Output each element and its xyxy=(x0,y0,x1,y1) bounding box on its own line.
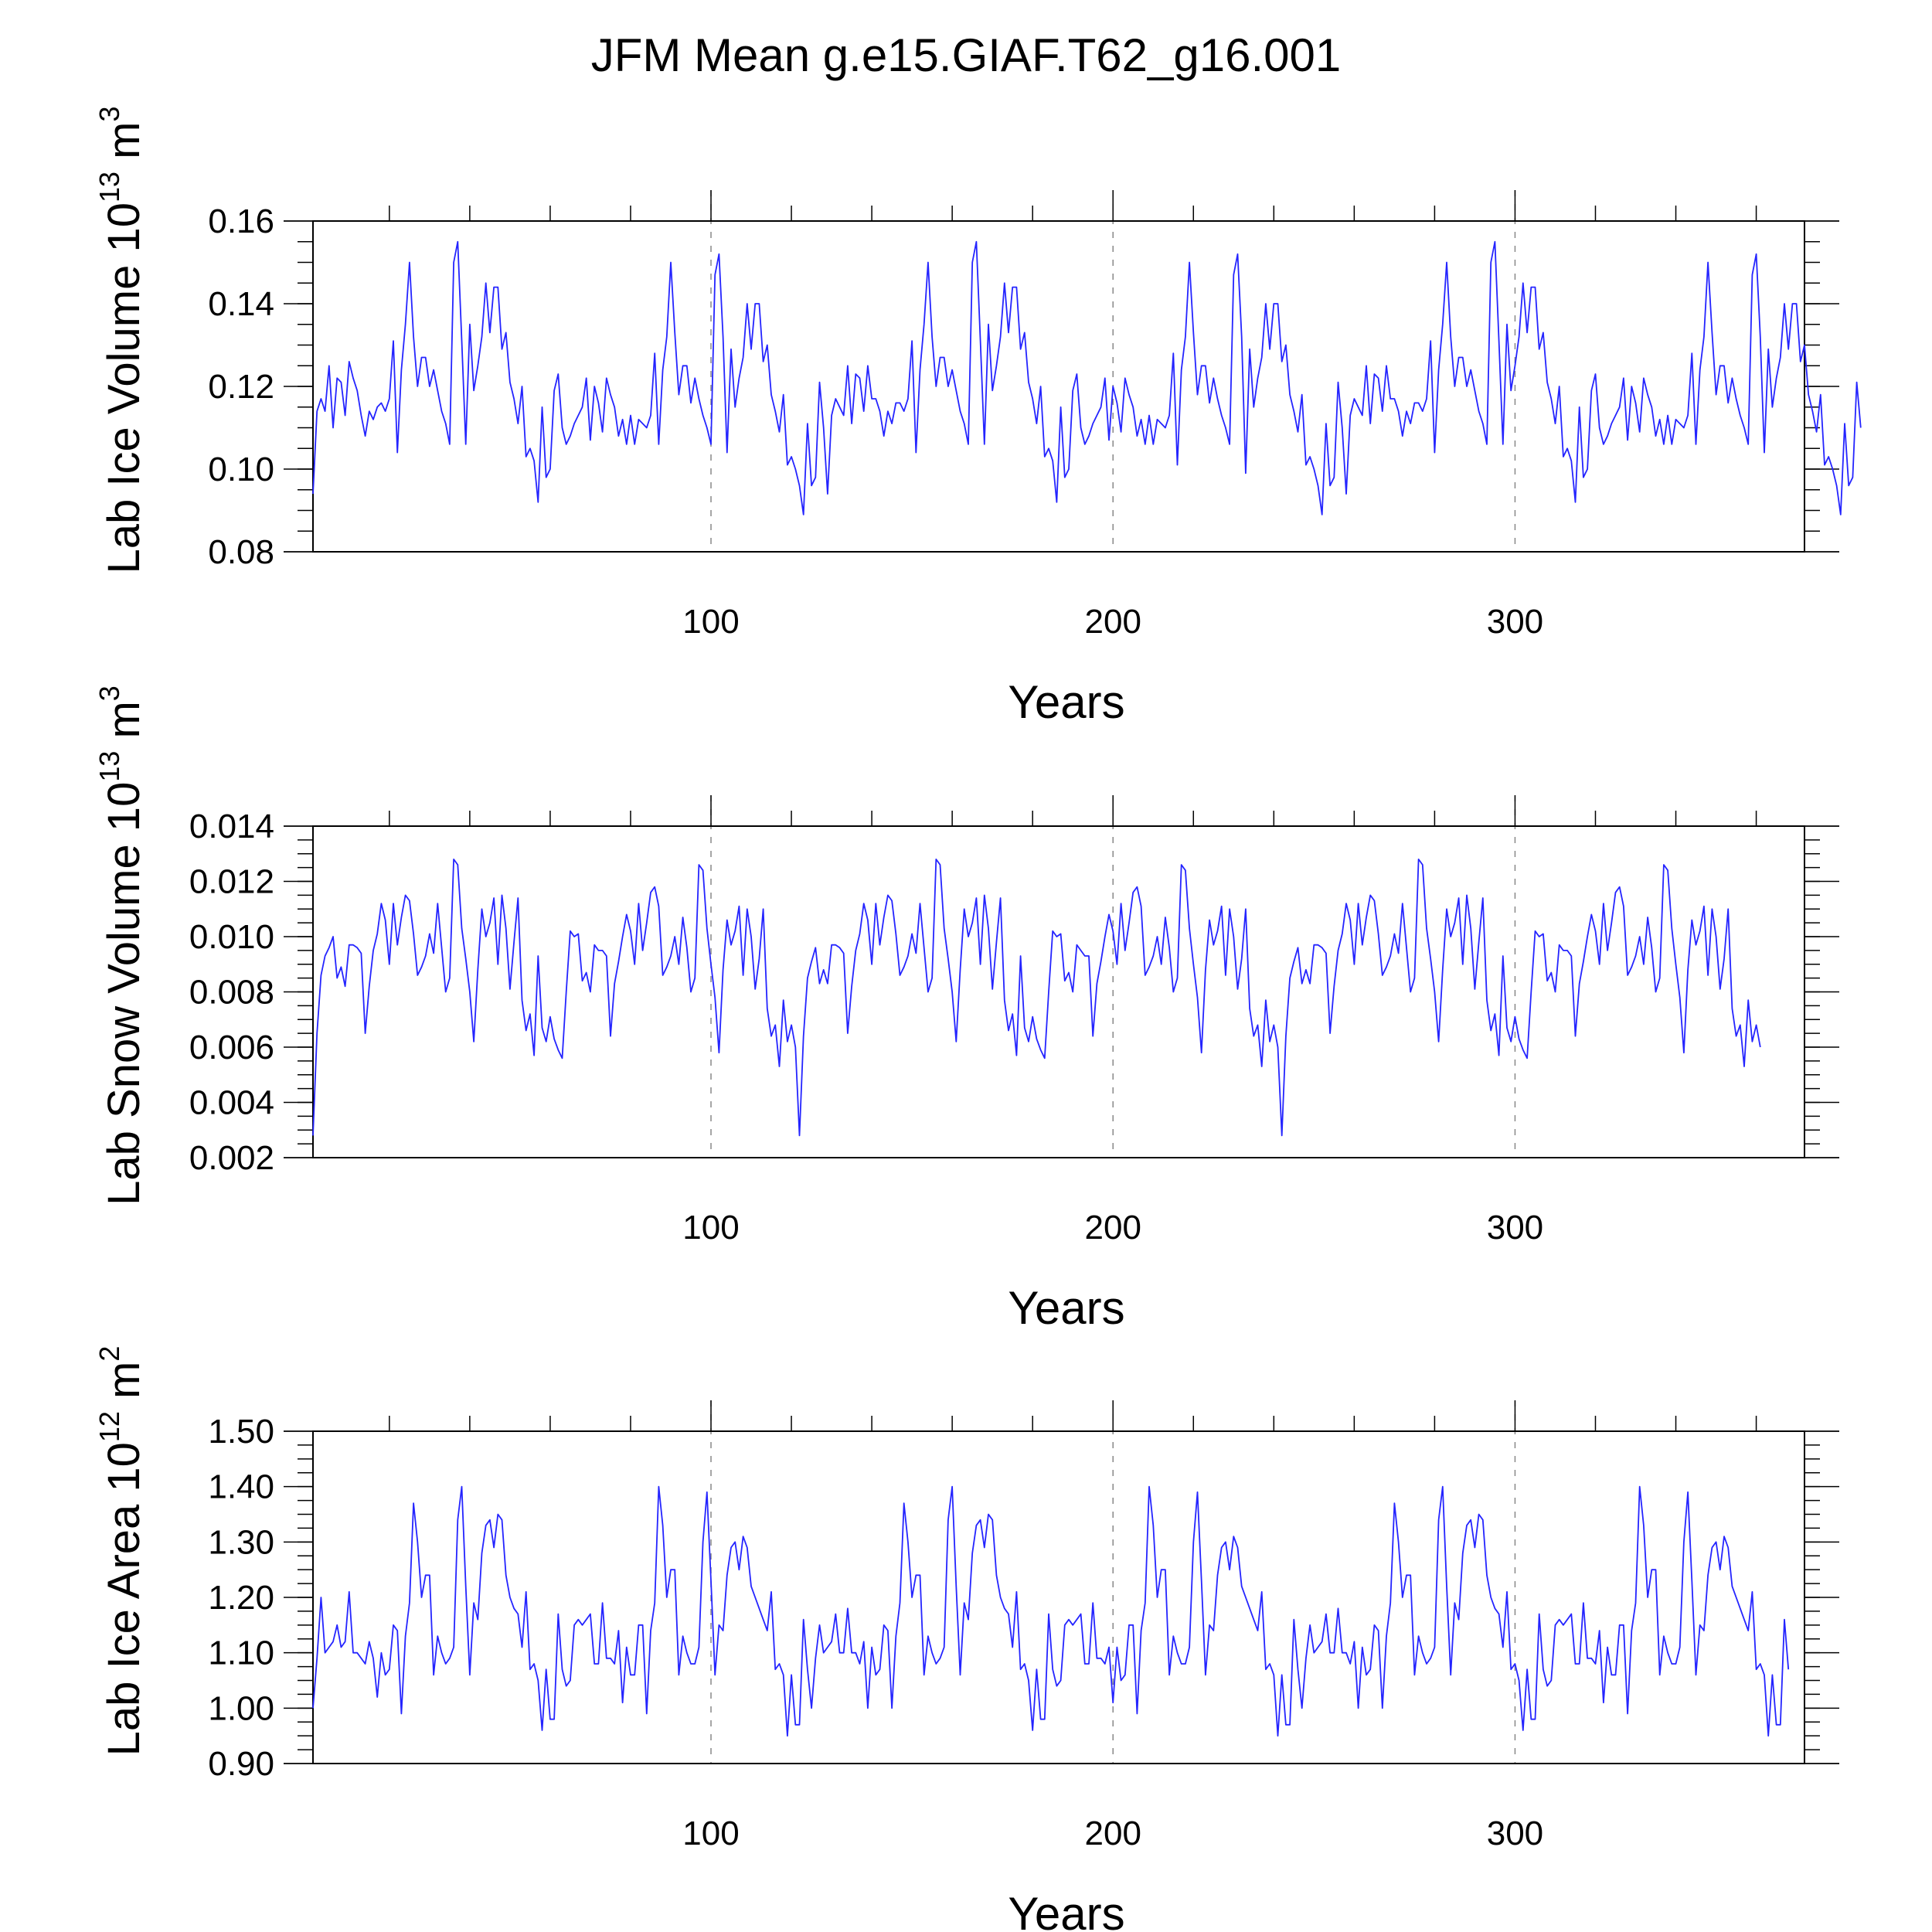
y-tick-label: 0.12 xyxy=(208,368,274,406)
y-tick-label: 0.90 xyxy=(208,1745,274,1783)
panel-3: 0.90 1.00 1.10 1.20 1.30 1.40 1.50 100 200 300 Yea… xyxy=(94,1346,1839,1932)
x-tick-label: 100 xyxy=(682,603,739,641)
y-tick-label: 1.20 xyxy=(208,1579,274,1617)
y-axis-label-text: m xyxy=(99,1362,149,1411)
y-axis-label-superscript: 3 xyxy=(94,685,125,701)
x-tick-label: 300 xyxy=(1487,603,1543,641)
x-tick-label: 100 xyxy=(682,1815,739,1852)
y-axis-label: Lab Ice Area 1012 m2 xyxy=(94,1346,149,1757)
y-axis-label-text: m xyxy=(99,122,149,172)
y-axis-label-text: Lab Snow Volume 10 xyxy=(99,782,149,1206)
y-tick-label: 0.14 xyxy=(208,285,274,323)
x-tick-label: 200 xyxy=(1085,603,1141,641)
y-tick-label: 0.010 xyxy=(189,918,274,956)
y-axis-label: Lab Snow Volume 1013 m3 xyxy=(94,685,149,1206)
x-axis-label: Years xyxy=(1008,676,1124,728)
x-axis-label: Years xyxy=(1008,1888,1124,1932)
x-tick-label: 300 xyxy=(1487,1209,1543,1247)
x-tick-label: 300 xyxy=(1487,1815,1543,1852)
y-axis-label-superscript: 13 xyxy=(94,751,125,782)
y-tick-label: 0.006 xyxy=(189,1029,274,1066)
y-tick-label: 0.004 xyxy=(189,1084,274,1122)
y-axis-label-superscript: 13 xyxy=(94,172,125,202)
plot-frame xyxy=(312,1430,1805,1764)
y-tick-label: 1.10 xyxy=(208,1634,274,1672)
x-tick-label: 200 xyxy=(1085,1209,1141,1247)
x-tick-label: 100 xyxy=(682,1209,739,1247)
y-tick-label: 0.16 xyxy=(208,202,274,240)
plot-frame xyxy=(312,220,1805,553)
y-axis-label-superscript: 3 xyxy=(94,107,125,122)
y-tick-label: 0.002 xyxy=(189,1139,274,1177)
y-axis-label: Lab Ice Volume 1013 m3 xyxy=(94,107,149,574)
y-tick-label: 0.008 xyxy=(189,974,274,1012)
y-tick-label: 1.30 xyxy=(208,1523,274,1561)
y-axis-label-text: Lab Ice Volume 10 xyxy=(99,202,149,573)
panel-1: 0.08 0.10 0.12 0.14 0.16 100 200 300 Years Lab Ic… xyxy=(94,107,1862,728)
series-line-lab-ice-area xyxy=(312,1485,1790,1737)
y-axis-label-text: Lab Ice Area 10 xyxy=(99,1442,149,1756)
x-axis-label: Years xyxy=(1008,1282,1124,1334)
panel-2: 0.002 0.004 0.006 0.008 0.010 0.012 0.014 100 20… xyxy=(94,685,1839,1334)
y-tick-label: 0.014 xyxy=(189,808,274,845)
y-tick-label: 1.00 xyxy=(208,1689,274,1727)
y-axis-label-text: m xyxy=(99,701,149,750)
y-tick-label: 0.012 xyxy=(189,863,274,901)
y-tick-label: 1.40 xyxy=(208,1468,274,1506)
y-tick-label: 0.10 xyxy=(208,451,274,488)
y-axis-label-superscript: 2 xyxy=(94,1346,125,1362)
y-tick-label: 1.50 xyxy=(208,1413,274,1451)
y-tick-label: 0.08 xyxy=(208,533,274,571)
series-line-lab-snow-volume xyxy=(312,859,1761,1137)
series-line-lab-ice-volume xyxy=(312,240,1862,515)
y-axis-label-superscript: 12 xyxy=(94,1411,125,1442)
x-tick-label: 200 xyxy=(1085,1815,1141,1852)
chart-title: JFM Mean g.e15.GIAF.T62_g16.001 xyxy=(591,29,1342,81)
